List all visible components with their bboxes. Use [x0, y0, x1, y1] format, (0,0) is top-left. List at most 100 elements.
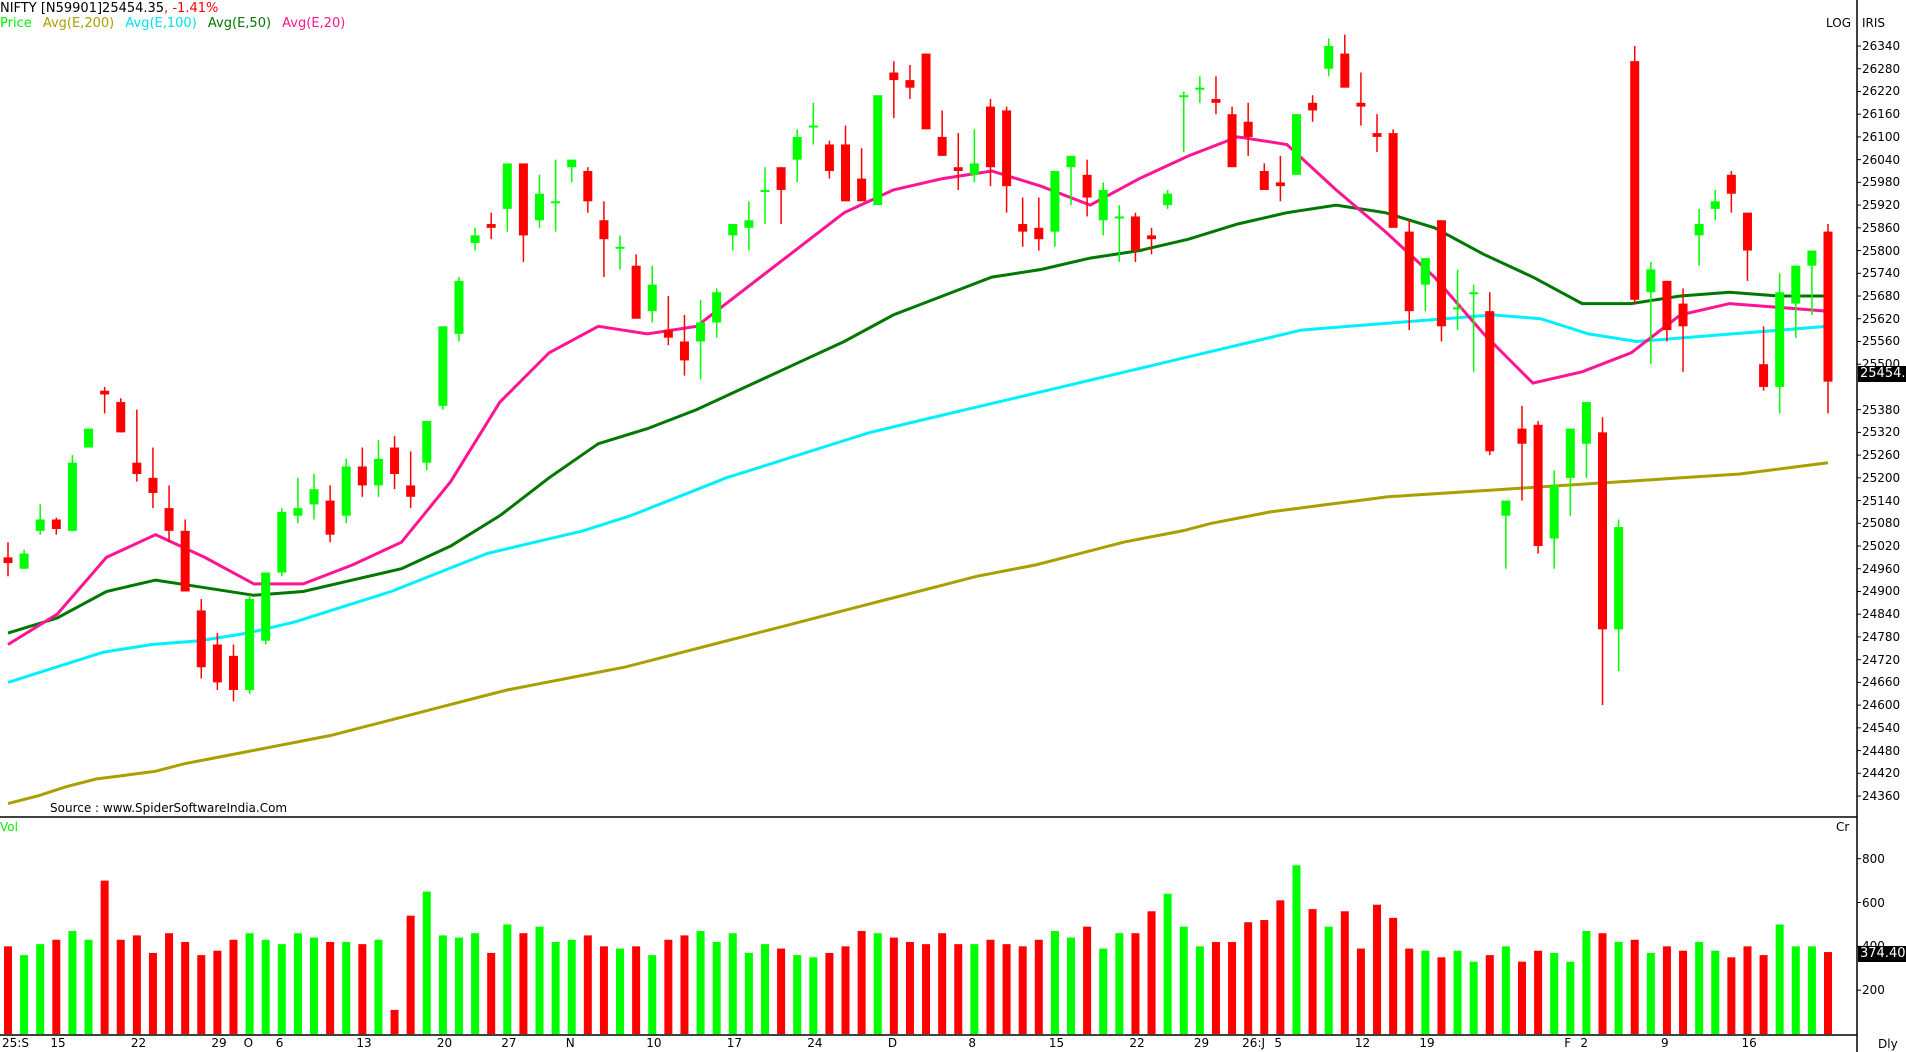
- volume-bar[interactable]: [1405, 948, 1414, 1034]
- volume-bar[interactable]: [1292, 865, 1301, 1034]
- candle[interactable]: [728, 224, 738, 236]
- volume-bar[interactable]: [293, 933, 302, 1034]
- volume-bar[interactable]: [857, 931, 866, 1034]
- candle[interactable]: [760, 189, 770, 192]
- volume-bar[interactable]: [1662, 946, 1671, 1034]
- volume-bar[interactable]: [326, 941, 335, 1034]
- volume-bar[interactable]: [1582, 931, 1591, 1034]
- volume-bar[interactable]: [1228, 941, 1237, 1034]
- volume-bar[interactable]: [1437, 957, 1446, 1034]
- candle[interactable]: [1179, 95, 1189, 98]
- candle[interactable]: [599, 220, 609, 240]
- volume-bar[interactable]: [52, 939, 61, 1034]
- volume-bar[interactable]: [1421, 950, 1430, 1034]
- candle[interactable]: [647, 284, 657, 312]
- candle[interactable]: [857, 178, 867, 202]
- volume-bar[interactable]: [648, 955, 657, 1034]
- candle[interactable]: [1791, 265, 1801, 304]
- volume-bar[interactable]: [922, 944, 931, 1034]
- candle[interactable]: [1436, 220, 1446, 327]
- candle[interactable]: [1549, 485, 1559, 539]
- volume-bar[interactable]: [1083, 926, 1092, 1034]
- candle[interactable]: [1646, 269, 1656, 293]
- volume-bar[interactable]: [1646, 952, 1655, 1034]
- volume-bar[interactable]: [229, 939, 238, 1034]
- volume-bar[interactable]: [1727, 957, 1736, 1034]
- volume-bar[interactable]: [664, 939, 673, 1034]
- candle[interactable]: [454, 280, 464, 334]
- candle[interactable]: [212, 644, 222, 683]
- volume-bar[interactable]: [1550, 952, 1559, 1034]
- volume-bar[interactable]: [1276, 900, 1285, 1034]
- candle[interactable]: [792, 136, 802, 160]
- volume-bar[interactable]: [535, 926, 544, 1034]
- candle[interactable]: [1372, 133, 1382, 137]
- candle[interactable]: [1775, 292, 1785, 387]
- volume-bar[interactable]: [132, 935, 141, 1034]
- volume-bar[interactable]: [1050, 931, 1059, 1034]
- volume-bar[interactable]: [1260, 920, 1269, 1034]
- volume-bar[interactable]: [889, 937, 898, 1034]
- volume-bar[interactable]: [1614, 941, 1623, 1034]
- candle[interactable]: [1759, 364, 1769, 387]
- volume-bar[interactable]: [1485, 955, 1494, 1034]
- legend-ema20[interactable]: Avg(E,20): [282, 16, 346, 31]
- candle[interactable]: [245, 599, 255, 690]
- candle[interactable]: [1710, 201, 1720, 209]
- volume-bar[interactable]: [197, 955, 206, 1034]
- candle[interactable]: [261, 572, 271, 641]
- volume-bar[interactable]: [809, 957, 818, 1034]
- volume-bar[interactable]: [1566, 961, 1575, 1034]
- candle[interactable]: [1243, 121, 1253, 137]
- volume-bar[interactable]: [1002, 944, 1011, 1034]
- candle[interactable]: [1823, 231, 1833, 382]
- candle[interactable]: [1678, 303, 1688, 327]
- candle[interactable]: [1453, 307, 1463, 310]
- candle[interactable]: [663, 330, 673, 338]
- candle[interactable]: [1694, 224, 1704, 236]
- volume-bar[interactable]: [1356, 948, 1365, 1034]
- volume-bar[interactable]: [567, 939, 576, 1034]
- volume-bar[interactable]: [1195, 946, 1204, 1034]
- volume-bar[interactable]: [68, 931, 77, 1034]
- candle[interactable]: [486, 224, 496, 228]
- candle[interactable]: [1324, 46, 1334, 69]
- candle[interactable]: [148, 477, 158, 493]
- volume-bar[interactable]: [905, 941, 914, 1034]
- volume-bar[interactable]: [181, 941, 190, 1034]
- candle[interactable]: [808, 125, 818, 128]
- volume-bar[interactable]: [36, 944, 45, 1034]
- volume-bar[interactable]: [406, 915, 415, 1034]
- candle[interactable]: [1356, 102, 1366, 107]
- legend-price[interactable]: Price: [0, 16, 32, 31]
- volume-bar[interactable]: [970, 944, 979, 1034]
- legend-ema100[interactable]: Avg(E,100): [125, 16, 197, 31]
- candle[interactable]: [422, 421, 432, 463]
- volume-bar[interactable]: [1324, 926, 1333, 1034]
- candle[interactable]: [567, 159, 577, 168]
- volume-bar[interactable]: [245, 933, 254, 1034]
- candle[interactable]: [679, 341, 689, 361]
- volume-bar[interactable]: [100, 880, 109, 1034]
- volume-bar[interactable]: [148, 952, 157, 1034]
- volume-bar[interactable]: [1211, 941, 1220, 1034]
- volume-bar[interactable]: [1453, 950, 1462, 1034]
- candle[interactable]: [776, 167, 786, 190]
- volume-bar[interactable]: [213, 950, 222, 1034]
- candle[interactable]: [502, 163, 512, 209]
- volume-bar[interactable]: [1791, 946, 1800, 1034]
- volume-bar[interactable]: [696, 931, 705, 1034]
- volume-bar[interactable]: [1034, 939, 1043, 1034]
- candle[interactable]: [1501, 500, 1511, 516]
- candle[interactable]: [937, 136, 947, 156]
- candle[interactable]: [889, 72, 899, 81]
- volume-bar[interactable]: [873, 933, 882, 1034]
- candle[interactable]: [325, 500, 335, 535]
- candle[interactable]: [1275, 182, 1285, 187]
- volume-bar[interactable]: [938, 933, 947, 1034]
- candle[interactable]: [228, 655, 238, 690]
- volume-bar[interactable]: [471, 933, 480, 1034]
- volume-bar[interactable]: [793, 955, 802, 1034]
- candle[interactable]: [841, 144, 851, 202]
- volume-bar[interactable]: [760, 944, 769, 1034]
